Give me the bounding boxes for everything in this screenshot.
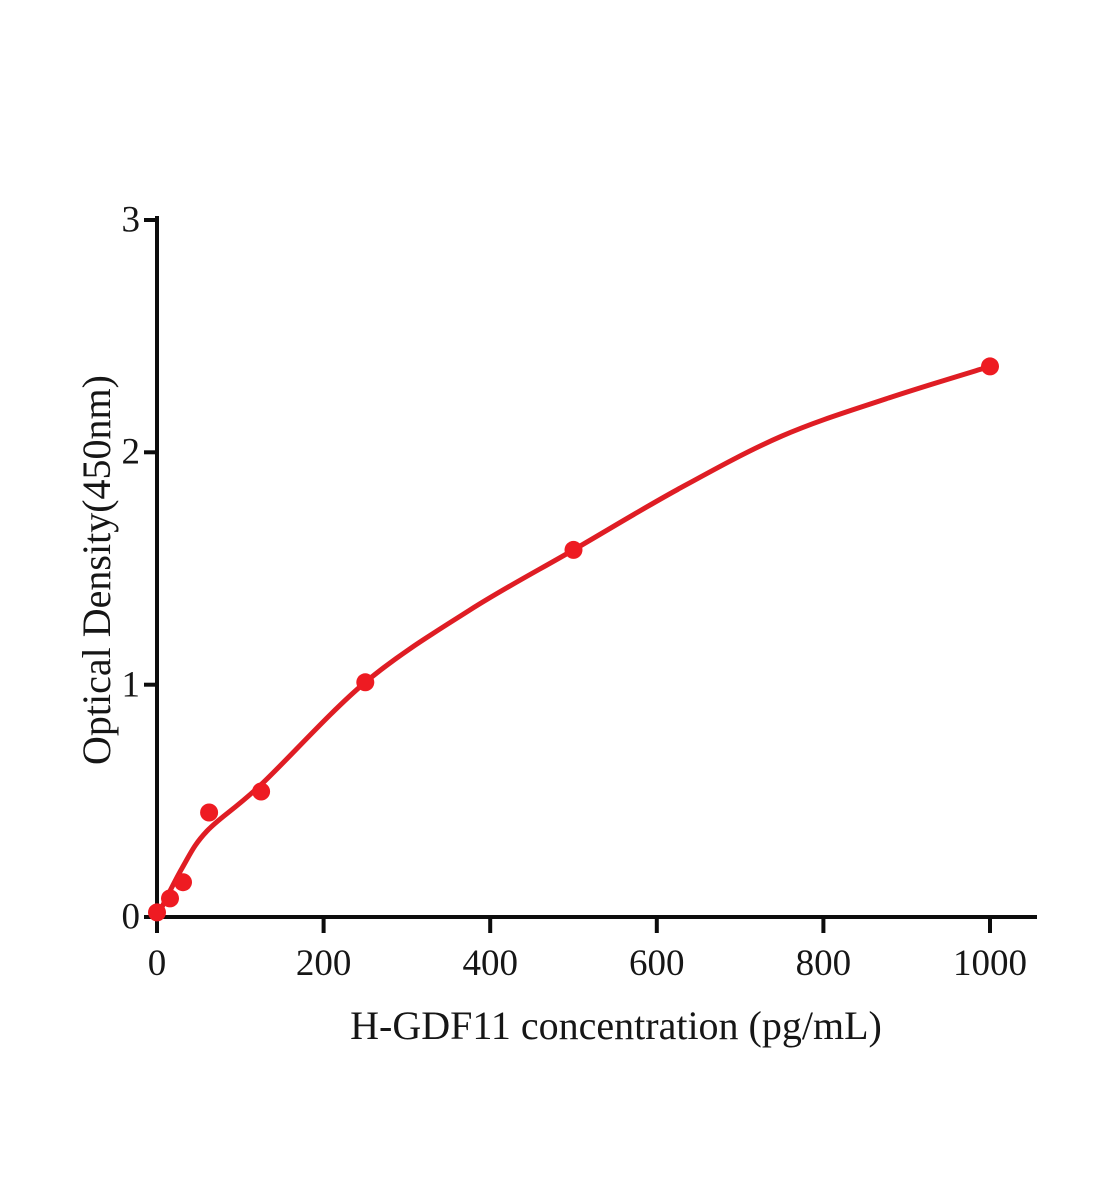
x-tick-label: 800 — [795, 943, 852, 984]
x-axis-title: H-GDF11 concentration (pg/mL) — [350, 1003, 882, 1048]
data-point — [161, 889, 179, 908]
data-point — [981, 357, 999, 376]
y-tick-label: 3 — [121, 199, 141, 241]
data-point — [200, 803, 219, 822]
data-points — [148, 357, 999, 922]
data-point — [148, 903, 166, 922]
fit-curve-path — [154, 363, 993, 920]
y-axis-title: Optical Density(450nm) — [74, 375, 119, 765]
x-tick-label: 400 — [462, 943, 518, 984]
y-tick-label: 0 — [121, 896, 141, 938]
x-tick-label: 600 — [629, 943, 685, 984]
data-point — [252, 782, 271, 801]
x-tick-label: 0 — [147, 943, 167, 984]
data-point — [564, 540, 583, 559]
data-point — [356, 673, 375, 692]
x-tick-label: 200 — [295, 943, 352, 984]
fit-curve — [154, 363, 993, 920]
y-tick-label: 2 — [121, 431, 141, 473]
data-point — [174, 873, 192, 892]
y-tick-label: 1 — [121, 664, 141, 706]
axes — [144, 216, 1037, 933]
x-tick-label: 1000 — [953, 943, 1027, 984]
